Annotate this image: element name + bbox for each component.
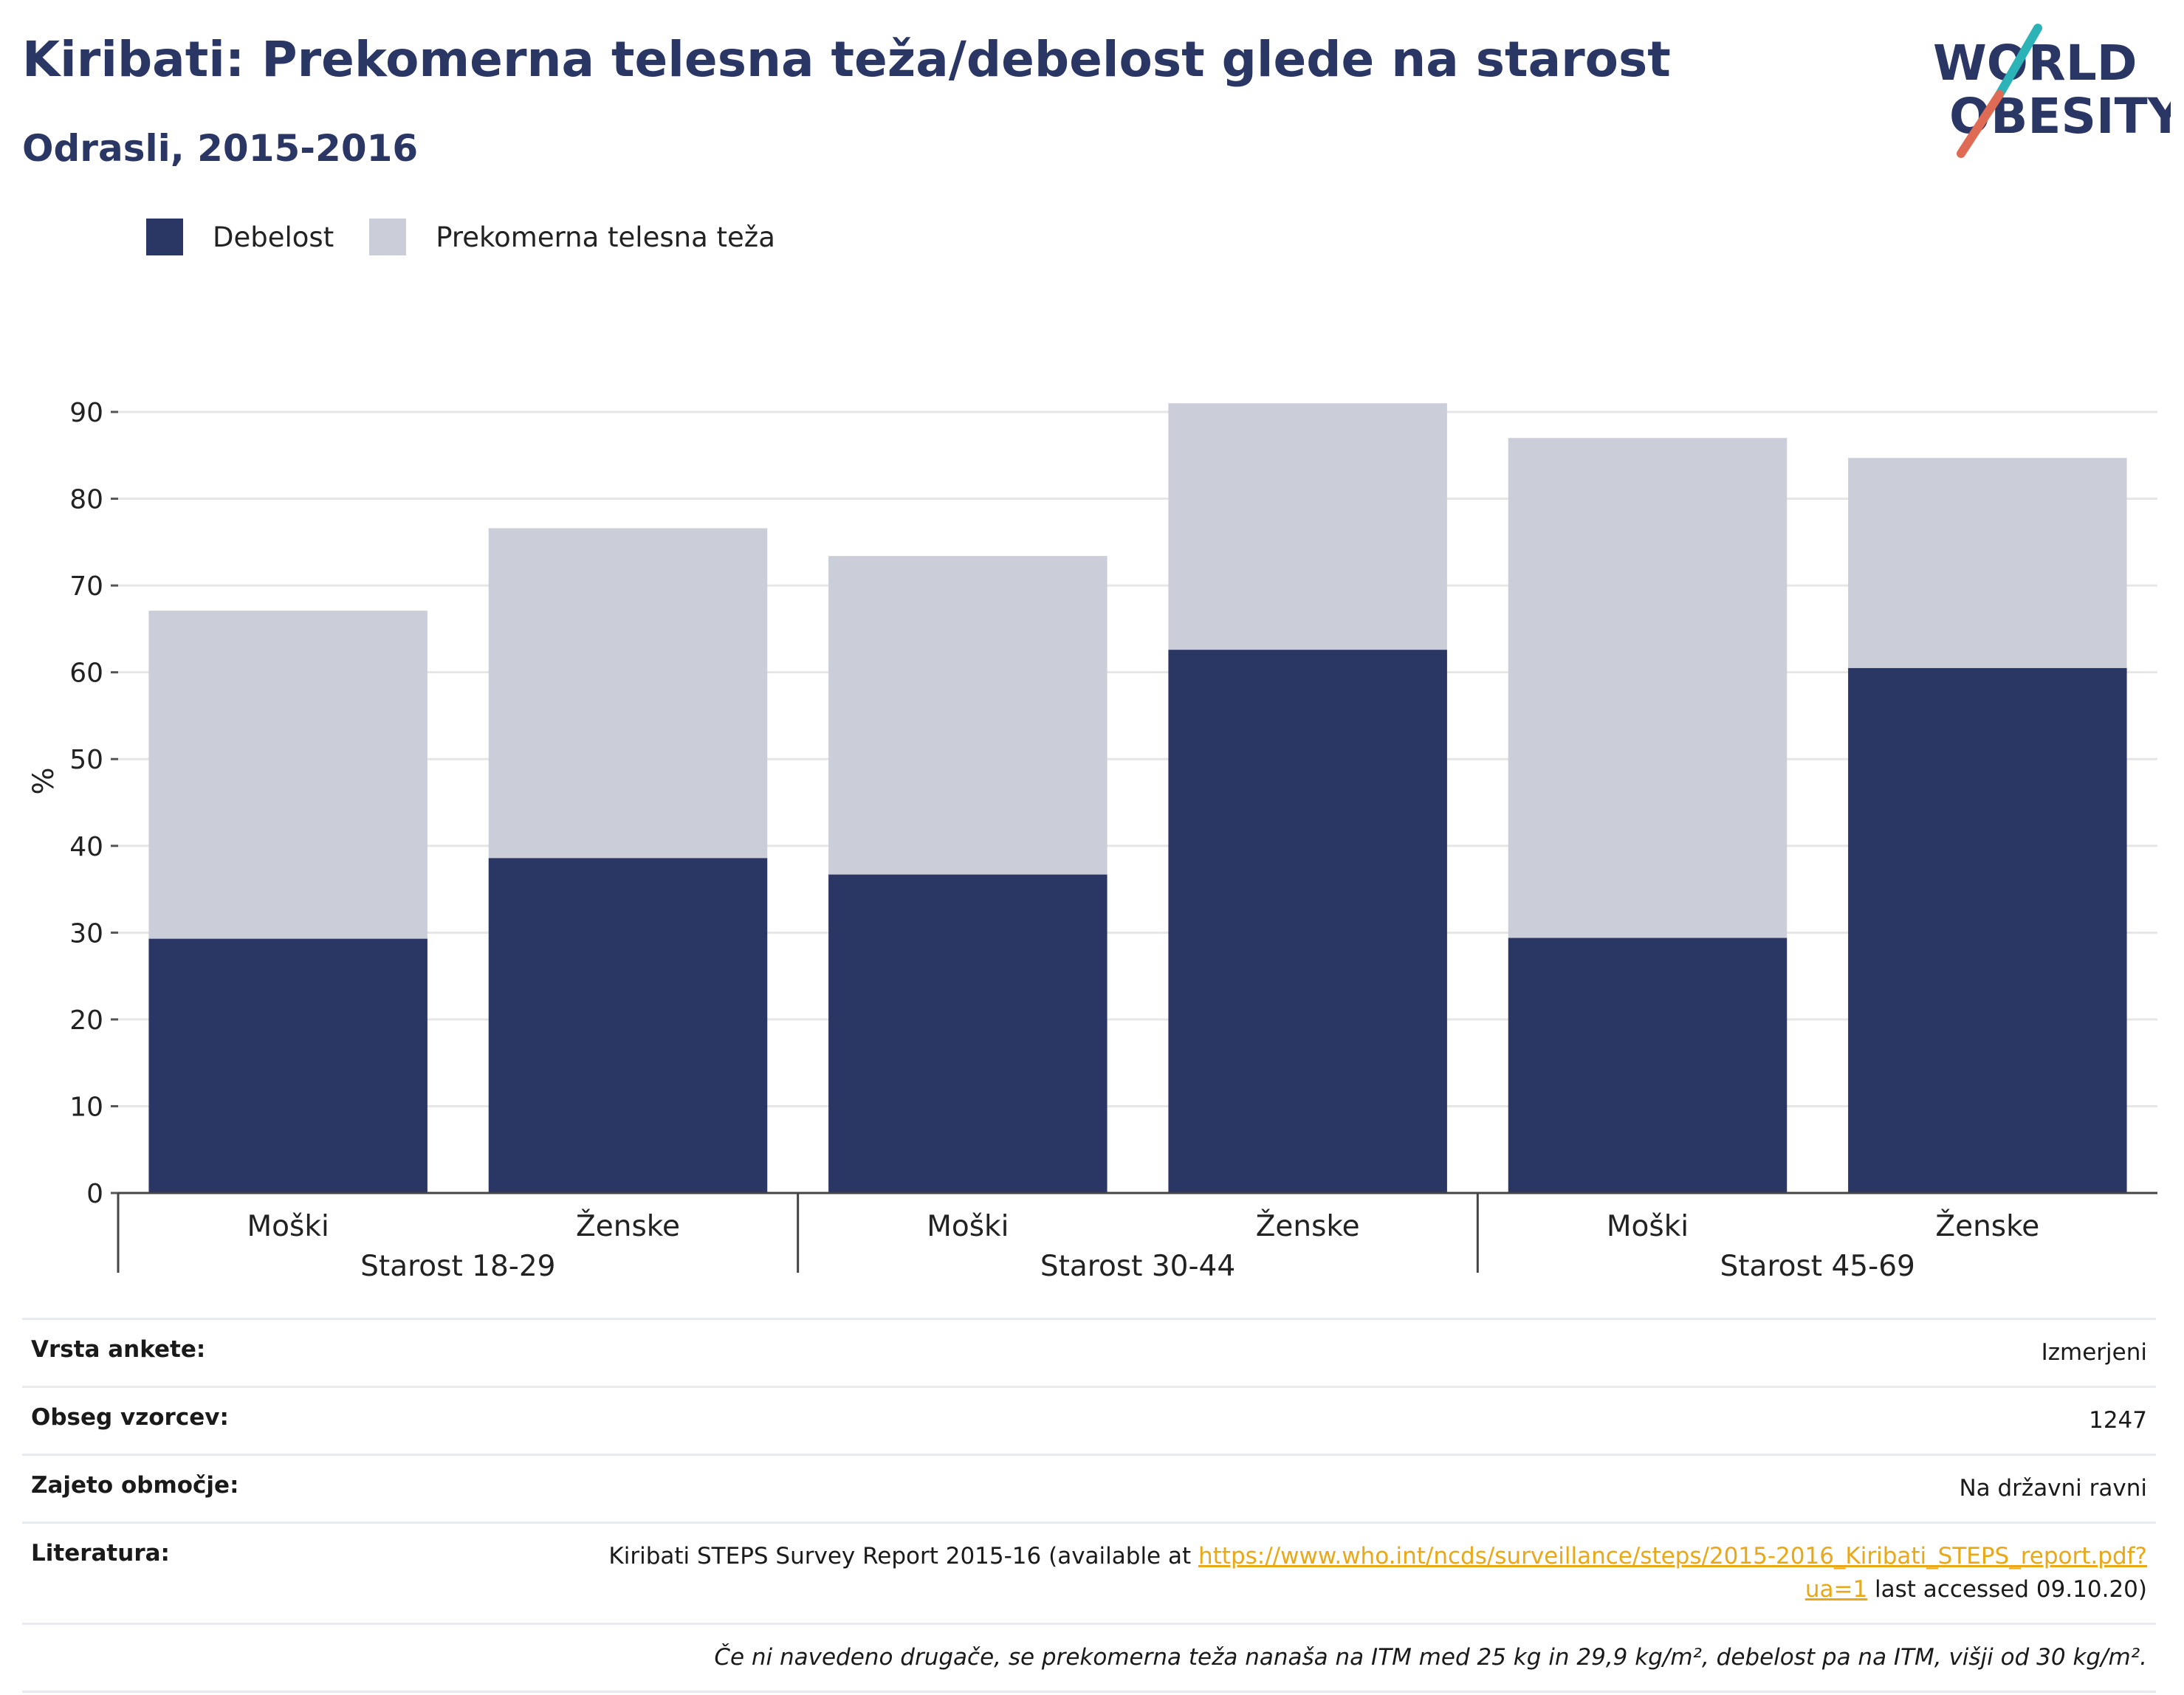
group-label: Starost 18-29 — [360, 1250, 555, 1283]
sample-size-label: Obseg vzorcev: — [22, 1385, 557, 1455]
references-link[interactable]: https://www.who.int/ncds/surveillance/st… — [1198, 1542, 2147, 1603]
area-label: Zajeto območje: — [22, 1453, 557, 1523]
logo-slash-top — [1995, 24, 2042, 99]
references-text-after: last accessed 09.10.20) — [1867, 1575, 2147, 1603]
bar-prekomerna — [1848, 458, 2127, 668]
y-tick-label: 50 — [69, 745, 103, 775]
bar-chart: 0 10 20 30 40 50 60 70 80 90% Moški Ženske Starost 1… — [27, 398, 2157, 1283]
survey-type-value: Izmerjeni — [557, 1318, 2156, 1387]
chart-title: Kiribati: Prekomerna telesna teža/debelo… — [22, 31, 1671, 88]
info-row-note: Če ni navedeno drugače, se prekomerna te… — [22, 1622, 2156, 1693]
bar-debelost — [488, 858, 768, 1193]
y-tick-label: 90 — [69, 398, 103, 428]
y-axis-label: % — [27, 767, 61, 794]
legend-item-debelost[interactable]: Debelost — [146, 219, 334, 255]
logo-line1: WORLD — [1933, 35, 2137, 92]
y-tick-label: 30 — [69, 918, 103, 949]
bar-prekomerna — [1508, 438, 1788, 938]
category-label: Moški — [247, 1210, 329, 1243]
group-label: Starost 30-44 — [1040, 1250, 1235, 1283]
category-label: Moški — [1607, 1210, 1689, 1243]
group-label: Starost 45-69 — [1720, 1250, 1915, 1283]
category-label: Ženske — [576, 1208, 680, 1243]
references-text-before: Kiribati STEPS Survey Report 2015-16 (av… — [608, 1542, 1198, 1569]
bar-debelost — [1168, 650, 1447, 1193]
legend-label-debelost: Debelost — [213, 221, 334, 253]
chart-subtitle: Odrasli, 2015-2016 — [22, 127, 419, 170]
sample-size-value: 1247 — [557, 1385, 2156, 1455]
references-label: Literatura: — [22, 1521, 557, 1624]
legend-swatch-prekomerna — [369, 219, 407, 255]
chart-legend: Debelost Prekomerna telesna teža — [146, 219, 811, 255]
y-tick-label: 10 — [69, 1092, 103, 1122]
info-row-area: Zajeto območje: Na državni ravni — [22, 1453, 2156, 1523]
category-label: Moški — [927, 1210, 1009, 1243]
info-table: Vrsta ankete: Izmerjeni Obseg vzorcev: 1… — [22, 1318, 2156, 1693]
y-tick-label: 20 — [69, 1005, 103, 1036]
logo-slash-bottom — [1957, 90, 2004, 158]
legend-label-prekomerna: Prekomerna telesna teža — [436, 221, 775, 253]
world-obesity-logo: WORLD OBESITY — [1933, 24, 2171, 158]
y-tick-label: 70 — [69, 571, 103, 602]
legend-swatch-debelost — [146, 219, 183, 255]
area-value: Na državni ravni — [557, 1453, 2156, 1523]
bar-prekomerna — [488, 528, 768, 859]
bar-prekomerna — [1168, 403, 1447, 650]
bar-debelost — [828, 874, 1108, 1193]
legend-item-prekomerna[interactable]: Prekomerna telesna teža — [369, 219, 775, 255]
category-label: Ženske — [1935, 1208, 2039, 1243]
bar-debelost — [1848, 667, 2127, 1193]
y-tick-label: 80 — [69, 485, 103, 515]
y-tick-label: 60 — [69, 659, 103, 689]
info-row-references: Literatura: Kiribati STEPS Survey Report… — [22, 1521, 2156, 1624]
y-tick-label: 40 — [69, 832, 103, 862]
references-value: Kiribati STEPS Survey Report 2015-16 (av… — [557, 1521, 2156, 1624]
bar-debelost — [148, 938, 427, 1193]
category-label: Ženske — [1256, 1208, 1360, 1243]
bar-debelost — [1508, 938, 1788, 1193]
survey-type-label: Vrsta ankete: — [22, 1318, 557, 1387]
bar-prekomerna — [148, 611, 427, 939]
y-tick-label: 0 — [86, 1179, 103, 1209]
info-row-sample-size: Obseg vzorcev: 1247 — [22, 1385, 2156, 1455]
bar-prekomerna — [828, 556, 1108, 875]
bmi-note: Če ni navedeno drugače, se prekomerna te… — [22, 1622, 2156, 1693]
info-row-survey-type: Vrsta ankete: Izmerjeni — [22, 1318, 2156, 1387]
